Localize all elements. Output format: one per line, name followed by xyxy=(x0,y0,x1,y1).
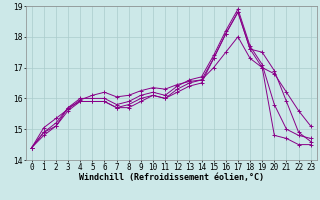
X-axis label: Windchill (Refroidissement éolien,°C): Windchill (Refroidissement éolien,°C) xyxy=(79,173,264,182)
